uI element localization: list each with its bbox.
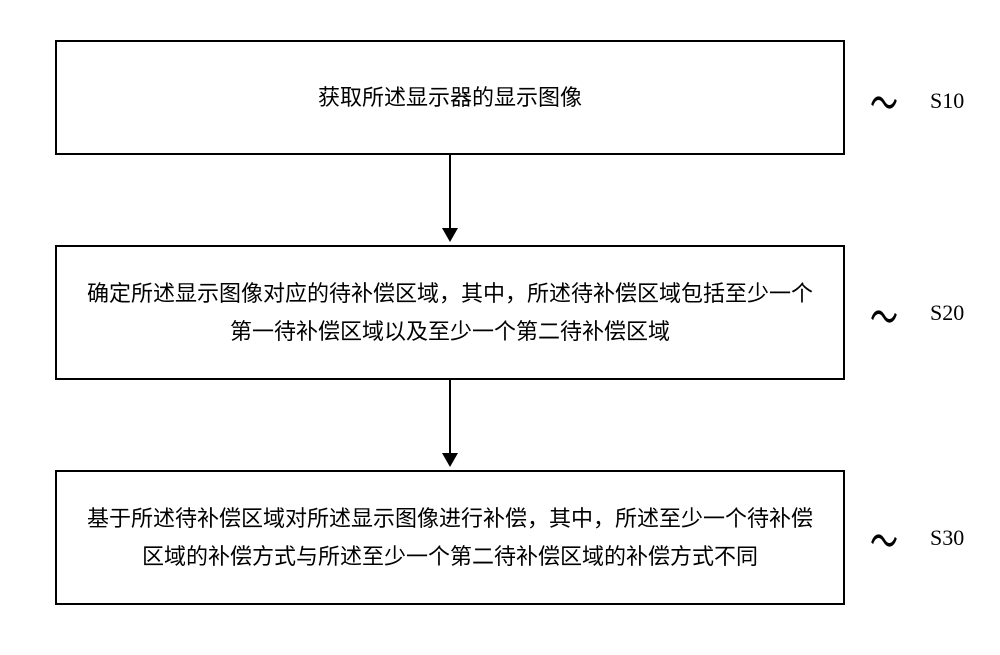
brace-s10: 〜: [870, 70, 898, 134]
step-label-s30: S30: [930, 525, 964, 551]
flow-box-s20: 确定所述显示图像对应的待补偿区域，其中，所述待补偿区域包括至少一个第一待补偿区域…: [55, 245, 845, 380]
arrow-2-line: [449, 380, 451, 455]
step-label-s10: S10: [930, 88, 964, 114]
flow-box-s20-text: 确定所述显示图像对应的待补偿区域，其中，所述待补偿区域包括至少一个第一待补偿区域…: [87, 275, 813, 350]
arrow-2-head: [442, 453, 458, 467]
arrow-1-line: [449, 155, 451, 230]
flowchart-canvas: 获取所述显示器的显示图像 〜 S10 确定所述显示图像对应的待补偿区域，其中，所…: [0, 0, 1000, 655]
flow-box-s30: 基于所述待补偿区域对所述显示图像进行补偿，其中，所述至少一个待补偿区域的补偿方式…: [55, 470, 845, 605]
brace-s30: 〜: [870, 508, 898, 572]
flow-box-s10: 获取所述显示器的显示图像: [55, 40, 845, 155]
arrow-1-head: [442, 228, 458, 242]
flow-box-s10-text: 获取所述显示器的显示图像: [318, 79, 582, 116]
flow-box-s30-text: 基于所述待补偿区域对所述显示图像进行补偿，其中，所述至少一个待补偿区域的补偿方式…: [87, 500, 813, 575]
step-label-s20: S20: [930, 300, 964, 326]
brace-s20: 〜: [870, 284, 898, 348]
